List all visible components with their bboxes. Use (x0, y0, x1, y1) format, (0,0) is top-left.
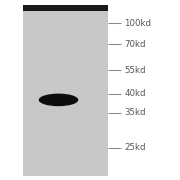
Text: 40kd: 40kd (124, 89, 146, 98)
Text: 35kd: 35kd (124, 108, 146, 117)
Text: 70kd: 70kd (124, 40, 146, 49)
Bar (23, 5, 108, 11)
Ellipse shape (39, 94, 78, 106)
Text: 55kd: 55kd (124, 66, 146, 75)
Text: 25kd: 25kd (124, 143, 146, 152)
Bar (23, 5, 108, 176)
Text: 100kd: 100kd (124, 19, 151, 28)
